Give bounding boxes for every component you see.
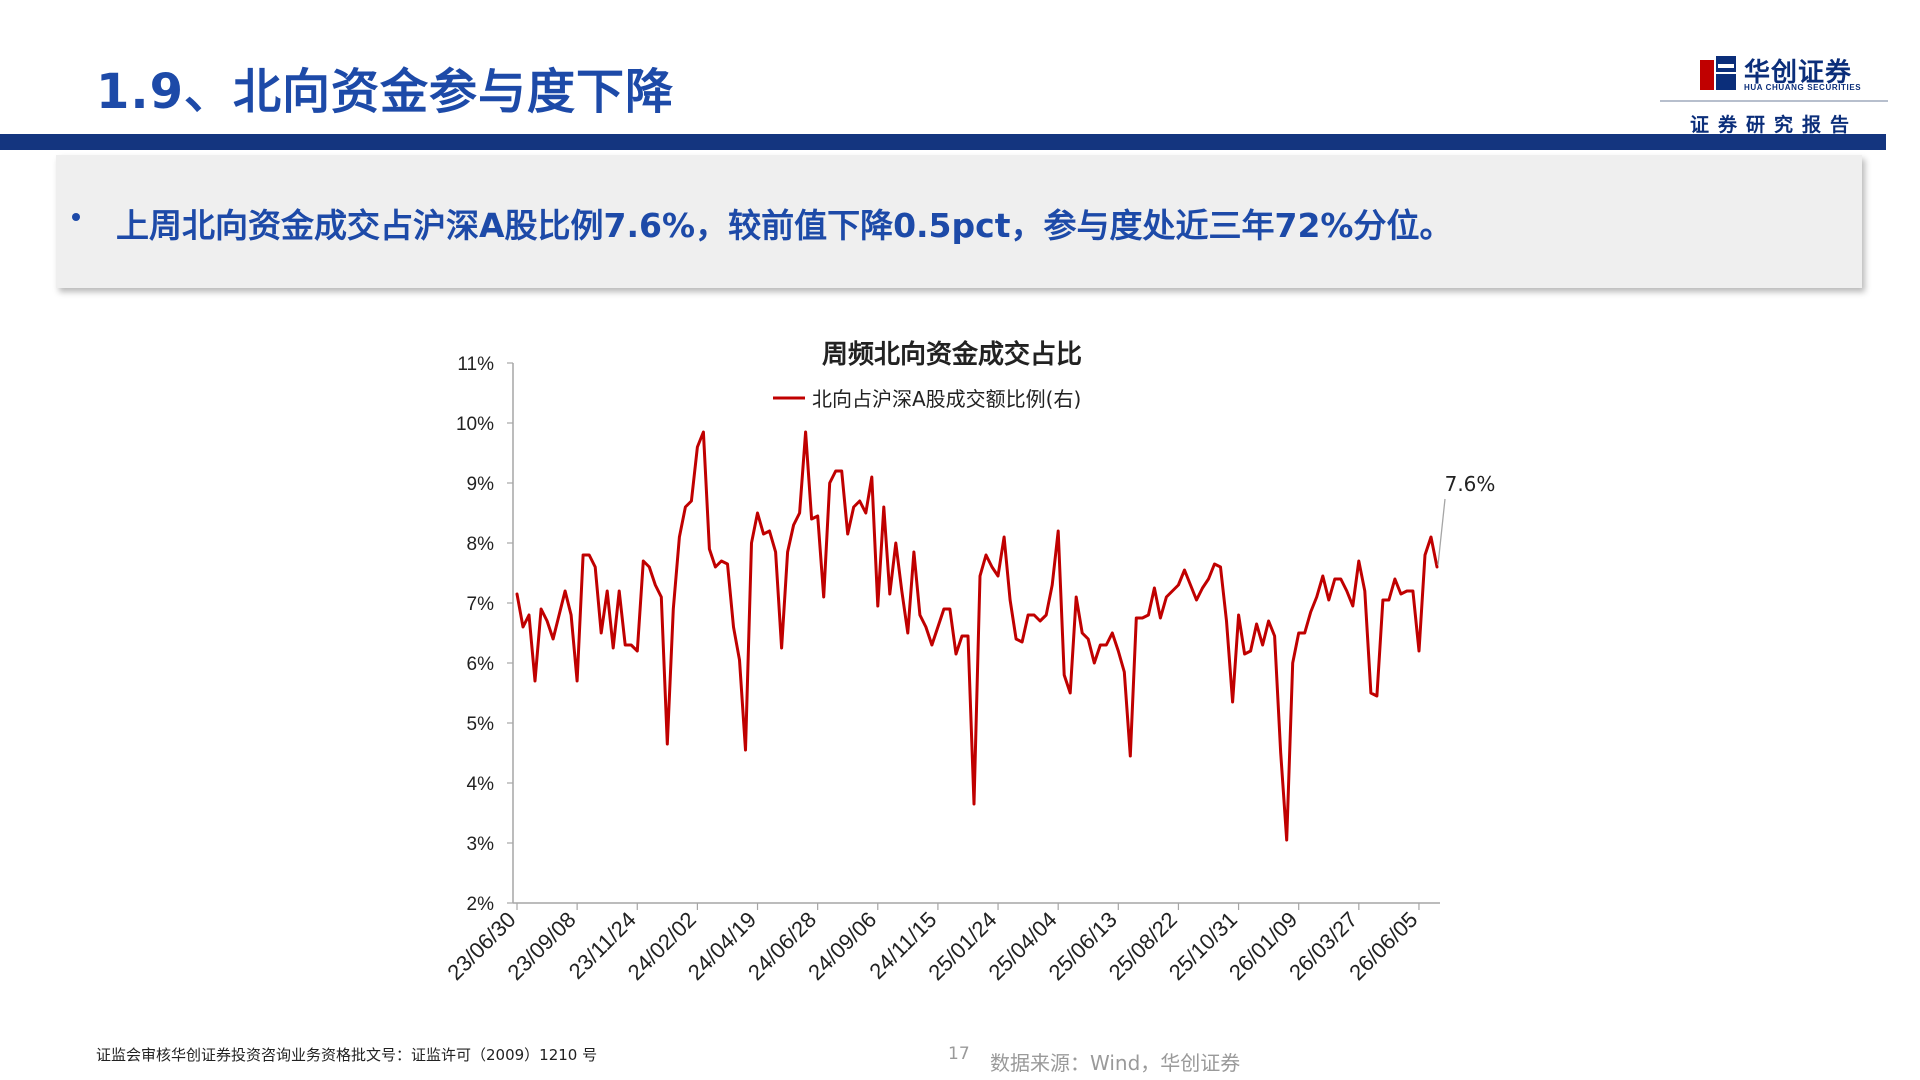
page-title: 1.9、北向资金参与度下降 bbox=[96, 64, 675, 120]
logo-divider bbox=[1660, 100, 1888, 102]
y-tick-label: 3% bbox=[467, 834, 495, 855]
legend-label: 北向占沪深A股成交额比例(右) bbox=[812, 387, 1081, 411]
logo-name: 华创证券 bbox=[1744, 58, 1853, 88]
y-tick-label: 5% bbox=[467, 714, 495, 735]
footer-source: 数据来源：Wind，华创证券 bbox=[990, 1051, 1241, 1075]
y-tick-label: 6% bbox=[467, 654, 495, 675]
y-tick-label: 9% bbox=[467, 474, 495, 495]
y-tick-label: 4% bbox=[467, 774, 495, 795]
y-tick-label: 7% bbox=[467, 594, 495, 615]
summary-bullet: 上周北向资金成交占沪深A股比例7.6%，较前值下降0.5pct，参与度处近三年7… bbox=[116, 206, 1453, 245]
y-tick-label: 11% bbox=[457, 354, 494, 375]
bullet-dot bbox=[72, 213, 80, 221]
series-line-northbound-ratio bbox=[515, 430, 1439, 842]
report-tagline: 证券研究报告 bbox=[1690, 114, 1859, 136]
footer-license: 证监会审核华创证券投资咨询业务资格批文号：证监许可（2009）1210 号 bbox=[96, 1046, 598, 1064]
y-tick-label: 8% bbox=[467, 534, 495, 555]
annotation-label: 7.6% bbox=[1445, 472, 1496, 496]
y-tick-label: 2% bbox=[467, 894, 495, 915]
summary-box: 上周北向资金成交占沪深A股比例7.6%，较前值下降0.5pct，参与度处近三年7… bbox=[56, 155, 1862, 288]
page-number: 17 bbox=[948, 1044, 970, 1064]
annotation-leader-line bbox=[1437, 498, 1446, 566]
chart-title: 周频北向资金成交占比 bbox=[822, 339, 1082, 370]
company-logo: 华创证券 HUA CHUANG SECURITIES 证券研究报告 bbox=[1660, 50, 1888, 142]
y-tick-label: 10% bbox=[456, 414, 494, 435]
logo-english-name: HUA CHUANG SECURITIES bbox=[1744, 83, 1862, 92]
header-band bbox=[0, 134, 1886, 150]
hua-chuang-logo-icon bbox=[1700, 56, 1736, 90]
